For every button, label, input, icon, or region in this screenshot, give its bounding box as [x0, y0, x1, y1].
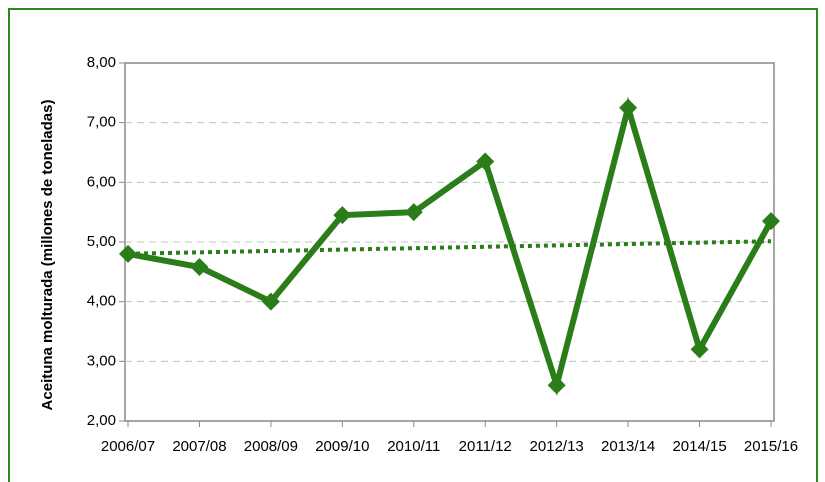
- data-point: [261, 292, 280, 311]
- x-tick-label: 2011/12: [459, 438, 512, 455]
- data-point: [690, 340, 709, 359]
- x-tick-label: 2006/07: [101, 438, 155, 455]
- x-tick-label: 2010/11: [387, 438, 440, 455]
- x-tick-label: 2014/15: [672, 438, 726, 455]
- frame: [8, 8, 818, 482]
- data-point: [190, 258, 209, 277]
- data-point: [762, 212, 780, 231]
- x-tick-label: 2007/08: [172, 438, 226, 455]
- x-tick-label: 2009/10: [315, 438, 369, 455]
- y-tick-label: 5,00: [87, 233, 116, 250]
- data-point: [119, 244, 137, 263]
- y-tick-label: 3,00: [87, 352, 116, 369]
- x-tick-label: 2012/13: [530, 438, 584, 455]
- x-tick-label: 2013/14: [601, 438, 655, 455]
- data-line: [127, 96, 774, 397]
- data-point: [476, 152, 495, 171]
- y-tick-label: 6,00: [87, 173, 116, 190]
- y-axis-label: Aceituna molturada (millones de tonelada…: [39, 100, 56, 411]
- trendline: [127, 239, 772, 256]
- data-point: [404, 203, 423, 222]
- x-tick-label: 2008/09: [244, 438, 298, 455]
- data-point: [547, 376, 566, 395]
- data-point: [619, 98, 638, 117]
- y-tick-label: 8,00: [87, 54, 116, 71]
- data-point: [333, 206, 352, 225]
- y-tick-label: 7,00: [87, 114, 116, 131]
- x-tick-label: 2015/16: [744, 438, 798, 455]
- y-tick-label: 2,00: [87, 412, 116, 429]
- y-tick-label: 4,00: [87, 293, 116, 310]
